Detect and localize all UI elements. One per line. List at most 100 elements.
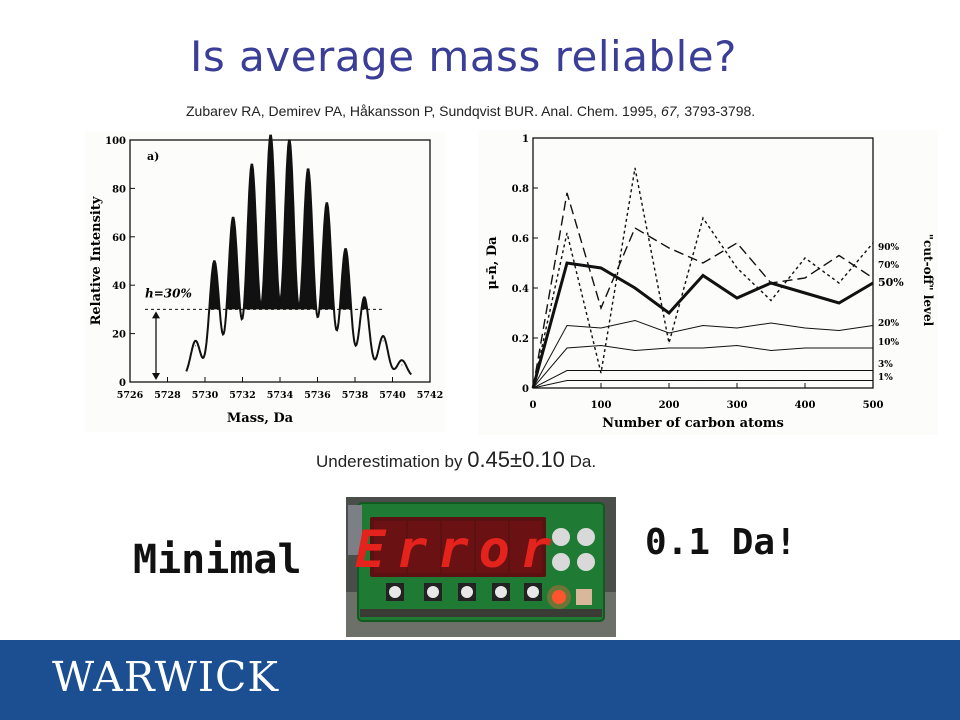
- minimal-label: Minimal: [133, 537, 302, 583]
- result-statement: Underestimation by 0.45±0.10 Da.: [316, 447, 596, 473]
- slide-title: Is average mass reliable?: [190, 32, 737, 81]
- y-tick-label: 0.4: [512, 284, 529, 295]
- series-point: [600, 307, 602, 309]
- right-axis-label: "cut-off" level: [921, 234, 935, 327]
- peak-point: [307, 173, 309, 175]
- series-point: [736, 297, 738, 299]
- y-tick-label: 1: [522, 134, 529, 145]
- error-led-text: Error: [355, 520, 562, 580]
- peak-point: [345, 253, 347, 255]
- series-point: [804, 347, 806, 349]
- series-point: [872, 277, 874, 279]
- series-point: [838, 347, 840, 349]
- x-tick-label: 5734: [267, 390, 294, 401]
- series-point: [566, 262, 568, 264]
- series-point: [634, 370, 636, 371]
- series-point: [702, 262, 704, 264]
- result-prefix: Underestimation by: [316, 452, 463, 471]
- series-point: [600, 327, 602, 329]
- x-tick-label: 400: [795, 400, 816, 411]
- x-axis-label: Mass, Da: [227, 411, 294, 426]
- x-tick-label: 0: [530, 400, 537, 411]
- series-point: [736, 370, 738, 371]
- y-tick-label: 0.2: [512, 334, 529, 345]
- series-point: [838, 255, 840, 256]
- error-display-photo: Error: [346, 497, 616, 637]
- x-tick-label: 5726: [117, 390, 144, 401]
- series-label: 1%: [878, 373, 893, 383]
- series-point: [736, 267, 738, 269]
- x-tick-label: 5738: [342, 390, 369, 401]
- x-tick-label: 300: [727, 400, 748, 411]
- peak-point: [363, 301, 365, 303]
- series-label: 10%: [878, 338, 900, 348]
- series-point: [770, 350, 772, 351]
- series-label: 70%: [878, 261, 900, 271]
- y-tick-label: 0: [119, 378, 126, 389]
- series-point: [736, 327, 738, 329]
- peak-point: [270, 139, 272, 141]
- y-tick-label: 80: [112, 184, 126, 195]
- series-point: [668, 380, 670, 381]
- series-point: [872, 370, 874, 371]
- result-value: 0.45±0.10: [467, 447, 565, 472]
- series-line-1pct: [532, 380, 873, 389]
- series-point: [634, 350, 636, 351]
- mass-spectrum-chart: a) 0 20 40 60 80 100 5726 5728 5730 5732 5734 5736 57…: [85, 132, 445, 432]
- series-point: [838, 302, 840, 304]
- mass-spectrum-svg: a) 0 20 40 60 80 100 5726 5728 5730 5732 5734 5736 57…: [89, 134, 443, 426]
- series-point: [634, 287, 636, 289]
- y-tick-label: 0.6: [512, 234, 529, 245]
- series-line-90pct: [532, 167, 874, 389]
- tolerance-label: 0.1 Da!: [645, 522, 797, 563]
- citation-pages: 3793-3798.: [684, 103, 756, 119]
- series-point: [838, 330, 840, 331]
- series-point: [668, 347, 670, 349]
- x-tick-label: 5730: [192, 390, 219, 401]
- series-point: [804, 277, 806, 279]
- series-label: 3%: [878, 360, 893, 370]
- series-point: [702, 275, 704, 276]
- citation-volume: 67,: [660, 103, 681, 119]
- series-label: 20%: [878, 319, 900, 329]
- y-axis-label: Relative Intensity: [89, 196, 104, 325]
- series-point: [702, 347, 704, 349]
- series-point: [668, 247, 670, 249]
- series-point: [804, 257, 806, 259]
- series-point: [702, 370, 704, 371]
- series-point: [566, 325, 568, 326]
- plot-frame: [532, 137, 874, 389]
- series-point: [566, 192, 568, 194]
- series-point: [872, 347, 874, 349]
- series-point: [600, 267, 602, 269]
- series-point: [634, 320, 636, 321]
- citation-journal: Anal. Chem. 1995,: [541, 103, 658, 119]
- series-point: [566, 347, 568, 349]
- x-tick-label: 5742: [417, 390, 443, 401]
- series-point: [770, 282, 772, 284]
- threshold-arrow-head-down: [152, 373, 160, 380]
- y-tick-label: 0.8: [512, 184, 529, 195]
- cutoff-level-svg: 0 0.2 0.4 0.6 0.8 1 0 100 200 300 400 500 Number of …: [485, 134, 935, 431]
- x-axis-label: Number of carbon atoms: [602, 416, 784, 431]
- plot-frame: [129, 139, 431, 383]
- series-point: [770, 370, 772, 371]
- series-point: [702, 217, 704, 219]
- footer-bar: WARWICK: [0, 640, 960, 720]
- series-point: [770, 322, 772, 324]
- peak-point: [251, 168, 253, 170]
- y-tick-label: 60: [112, 233, 126, 244]
- series-point: [872, 380, 874, 381]
- y-tick-label: 100: [105, 136, 126, 147]
- peak-fill: [209, 140, 368, 310]
- panel-label: a): [147, 150, 159, 163]
- series-point: [838, 380, 840, 381]
- peak-point: [382, 340, 384, 342]
- series-point: [532, 387, 534, 389]
- series-point: [804, 380, 806, 381]
- series-point: [566, 370, 568, 371]
- series-point: [736, 242, 738, 244]
- cutoff-level-chart: 0 0.2 0.4 0.6 0.8 1 0 100 200 300 400 500 Number of …: [478, 130, 938, 435]
- series-line-20pct: [532, 319, 874, 389]
- warwick-logo: WARWICK: [52, 653, 280, 701]
